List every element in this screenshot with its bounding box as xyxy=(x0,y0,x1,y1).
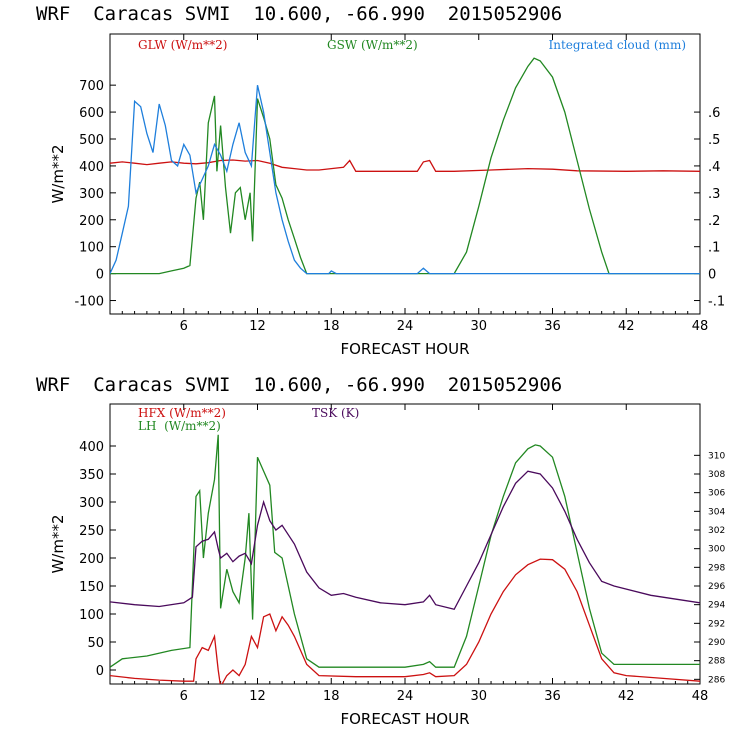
y2-tick-label: .1 xyxy=(708,241,720,256)
y-tick-label: 200 xyxy=(79,214,104,229)
series-line-lh xyxy=(110,434,700,668)
y-tick-label: -100 xyxy=(74,295,104,310)
x-tick-label: 48 xyxy=(692,689,709,704)
y-tick-label: 500 xyxy=(79,133,104,148)
y-tick-label: 300 xyxy=(79,496,104,511)
series-line-gsw xyxy=(110,57,700,275)
y-tick-label: 350 xyxy=(79,468,104,483)
y2-tick-label: 304 xyxy=(708,507,725,517)
y2-tick-label: 296 xyxy=(708,582,725,592)
y-tick-label: 250 xyxy=(79,524,104,539)
plot-frame xyxy=(109,33,701,315)
legend-entry: LH (W/m**2) xyxy=(138,419,221,433)
series-line-hfx xyxy=(110,558,700,684)
y-tick-label: 50 xyxy=(87,636,104,651)
y2-tick-label: .3 xyxy=(708,187,720,202)
y-tick-label: 100 xyxy=(79,241,104,256)
y-axis-label: W/m**2 xyxy=(49,514,67,573)
chart-title: WRF Caracas SVMI 10.600, -66.990 2015052… xyxy=(36,3,562,25)
series-line-integrated-cloud xyxy=(110,85,700,275)
y-axis-label: W/m**2 xyxy=(49,144,67,203)
y2-tick-label: 306 xyxy=(708,489,725,499)
x-tick-label: 30 xyxy=(470,689,487,704)
y2-tick-label: 286 xyxy=(708,675,725,685)
y2-tick-label: 292 xyxy=(708,619,725,629)
x-axis-label: FORECAST HOUR xyxy=(340,710,469,728)
x-tick-label: 6 xyxy=(180,319,188,334)
y2-tick-label: 290 xyxy=(708,638,725,648)
legend-entry: TSK (K) xyxy=(312,406,359,420)
y-tick-label: 400 xyxy=(79,440,104,455)
y2-tick-label: 308 xyxy=(708,470,725,480)
chart-title: WRF Caracas SVMI 10.600, -66.990 2015052… xyxy=(36,374,562,396)
y-tick-label: 700 xyxy=(79,79,104,94)
y2-tick-label: .6 xyxy=(708,106,720,121)
y-tick-label: 100 xyxy=(79,608,104,623)
y2-tick-label: 310 xyxy=(708,451,725,461)
legend-entry: GSW (W/m**2) xyxy=(327,38,418,52)
y2-tick-label: 0 xyxy=(708,268,716,283)
x-axis-label: FORECAST HOUR xyxy=(340,340,469,358)
x-tick-label: 12 xyxy=(249,689,266,704)
legend-entry: GLW (W/m**2) xyxy=(138,38,227,52)
x-tick-label: 36 xyxy=(544,319,561,334)
panel-heat-flux-skin-temp: WRF Caracas SVMI 10.600, -66.990 2015052… xyxy=(36,374,725,728)
y-tick-label: 300 xyxy=(79,187,104,202)
panel-radiation-cloud: WRF Caracas SVMI 10.600, -66.990 2015052… xyxy=(36,3,725,358)
y-tick-label: 0 xyxy=(96,664,104,679)
series-line-glw xyxy=(110,159,700,172)
y2-tick-label: 300 xyxy=(708,545,725,555)
series-line-tsk xyxy=(110,470,700,611)
x-tick-label: 18 xyxy=(323,319,340,334)
y2-tick-label: 298 xyxy=(708,563,725,573)
y-tick-label: 200 xyxy=(79,552,104,567)
y2-tick-label: 294 xyxy=(708,601,725,611)
y-tick-label: 0 xyxy=(96,268,104,283)
legend-entry: HFX (W/m**2) xyxy=(138,406,226,420)
y2-tick-label: .4 xyxy=(708,160,720,175)
y-tick-label: 150 xyxy=(79,580,104,595)
y-tick-label: 600 xyxy=(79,106,104,121)
y2-tick-label: .5 xyxy=(708,133,720,148)
x-tick-label: 30 xyxy=(470,319,487,334)
x-tick-label: 18 xyxy=(323,689,340,704)
y2-tick-label: 302 xyxy=(708,526,725,536)
x-tick-label: 36 xyxy=(544,689,561,704)
x-tick-label: 48 xyxy=(692,319,709,334)
y2-tick-label: 288 xyxy=(708,657,725,667)
x-tick-label: 24 xyxy=(397,319,414,334)
y2-tick-label: -.1 xyxy=(708,295,725,310)
x-tick-label: 42 xyxy=(618,319,635,334)
legend-entry: Integrated cloud (mm) xyxy=(548,38,686,52)
x-tick-label: 6 xyxy=(180,689,188,704)
y2-tick-label: .2 xyxy=(708,214,720,229)
x-tick-label: 24 xyxy=(397,689,414,704)
x-tick-label: 42 xyxy=(618,689,635,704)
x-tick-label: 12 xyxy=(249,319,266,334)
y-tick-label: 400 xyxy=(79,160,104,175)
